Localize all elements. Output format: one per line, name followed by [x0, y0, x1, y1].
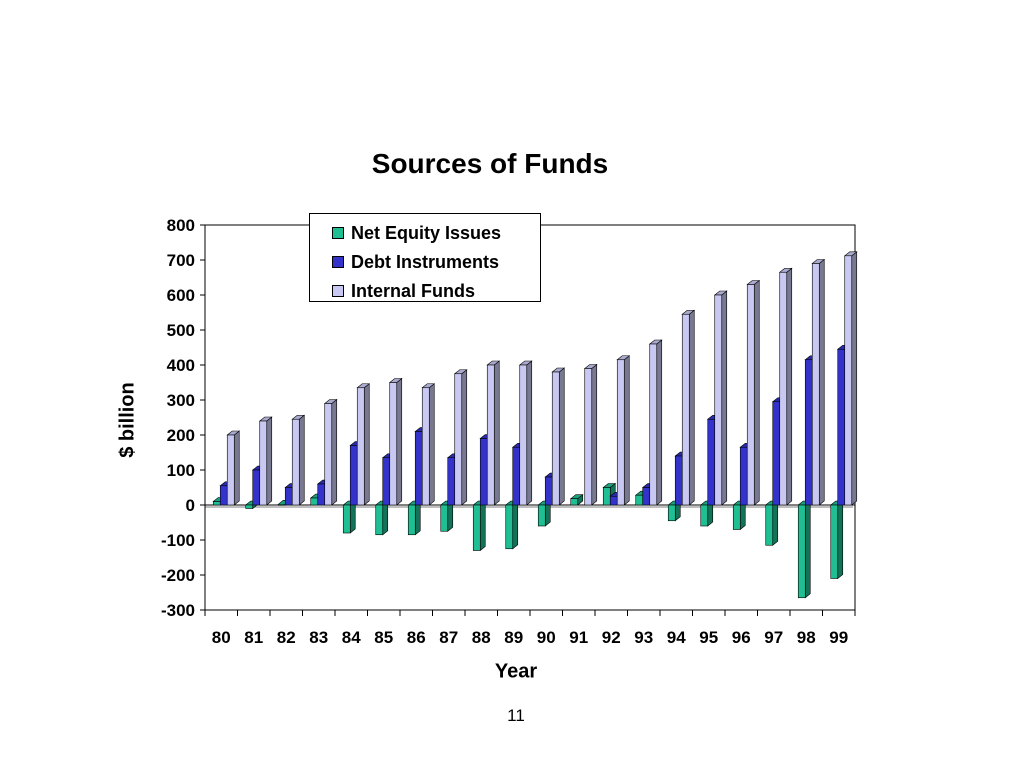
bar-internal-funds-80	[226, 430, 241, 506]
x-tick-label: 87	[439, 628, 458, 647]
legend-item-debt: Debt Instruments	[332, 251, 499, 273]
legend-swatch-internal	[332, 285, 344, 297]
y-tick-label: 400	[167, 356, 195, 375]
bar-internal-funds-89	[518, 360, 533, 506]
x-tick-label: 82	[277, 628, 296, 647]
bar-internal-funds-96	[746, 279, 761, 506]
x-axis-label: Year	[494, 660, 538, 683]
y-tick-label: -300	[161, 601, 195, 620]
bar-internal-funds-97	[778, 267, 793, 506]
legend-label: Debt Instruments	[351, 251, 500, 272]
bar-internal-funds-82	[291, 414, 306, 506]
bar-internal-funds-83	[323, 398, 338, 506]
legend-swatch-debt	[332, 256, 344, 268]
bar-net-equity-issues-97	[764, 500, 779, 546]
bar-internal-funds-95	[713, 290, 728, 506]
legend-label: Internal Funds	[351, 280, 476, 301]
bar-internal-funds-92	[616, 355, 631, 506]
bar-internal-funds-94	[681, 309, 696, 506]
x-tick-label: 88	[472, 628, 491, 647]
y-tick-label: 600	[167, 286, 195, 305]
y-tick-label: -100	[161, 531, 195, 550]
bar-internal-funds-99	[843, 251, 858, 506]
bar-net-equity-issues-85	[374, 500, 389, 536]
bar-net-equity-issues-99	[829, 500, 844, 580]
y-tick-label: 500	[167, 321, 195, 340]
page-number: 11	[507, 706, 525, 725]
x-tick-label: 96	[732, 628, 751, 647]
x-tick-label: 99	[829, 628, 848, 647]
x-tick-label: 80	[212, 628, 231, 647]
x-tick-label: 91	[569, 628, 588, 647]
x-tick-label: 98	[797, 628, 816, 647]
legend-item-internal: Internal Funds	[332, 280, 475, 302]
x-tick-label: 89	[504, 628, 523, 647]
x-tick-label: 90	[537, 628, 556, 647]
x-tick-label: 83	[309, 628, 328, 647]
x-tick-label: 97	[764, 628, 783, 647]
y-tick-label: 0	[186, 496, 195, 515]
bar-internal-funds-98	[811, 258, 826, 506]
chart-title: Sources of Funds	[371, 148, 609, 179]
y-tick-label: 800	[167, 216, 195, 235]
bar-internal-funds-87	[453, 369, 468, 506]
legend-label: Net Equity Issues	[351, 222, 502, 243]
bar-net-equity-issues-98	[797, 500, 812, 599]
bar-internal-funds-90	[551, 367, 566, 506]
x-tick-label: 93	[634, 628, 653, 647]
bar-net-equity-issues-87	[439, 500, 454, 532]
bar-internal-funds-93	[648, 339, 663, 506]
y-tick-label: 700	[167, 251, 195, 270]
x-tick-label: 94	[667, 628, 686, 647]
x-tick-label: 92	[602, 628, 621, 647]
x-tick-label: 81	[244, 628, 263, 647]
bar-internal-funds-91	[583, 363, 598, 506]
x-tick-label: 85	[374, 628, 393, 647]
bar-net-equity-issues-86	[407, 500, 422, 536]
y-tick-label: 200	[167, 426, 195, 445]
bar-net-equity-issues-89	[504, 500, 519, 550]
bar-internal-funds-88	[486, 360, 501, 506]
bar-internal-funds-81	[258, 416, 273, 506]
legend-swatch-net-equity	[332, 227, 344, 239]
y-tick-label: -200	[161, 566, 195, 585]
bar-net-equity-issues-90	[537, 500, 552, 527]
chart-legend: Net Equity Issues Debt Instruments Inter…	[309, 213, 541, 302]
x-tick-label: 84	[342, 628, 361, 647]
bar-internal-funds-85	[388, 377, 403, 506]
y-axis-label: $ billion	[116, 382, 139, 458]
x-tick-label: 86	[407, 628, 426, 647]
y-tick-label: 100	[167, 461, 195, 480]
y-tick-label: 300	[167, 391, 195, 410]
bar-net-equity-issues-88	[472, 500, 487, 552]
legend-item-net-equity: Net Equity Issues	[332, 222, 501, 244]
bar-internal-funds-86	[421, 383, 436, 506]
bar-net-equity-issues-91	[569, 494, 584, 506]
bar-net-equity-issues-84	[342, 500, 357, 534]
bar-internal-funds-84	[356, 383, 371, 506]
x-tick-label: 95	[699, 628, 718, 647]
